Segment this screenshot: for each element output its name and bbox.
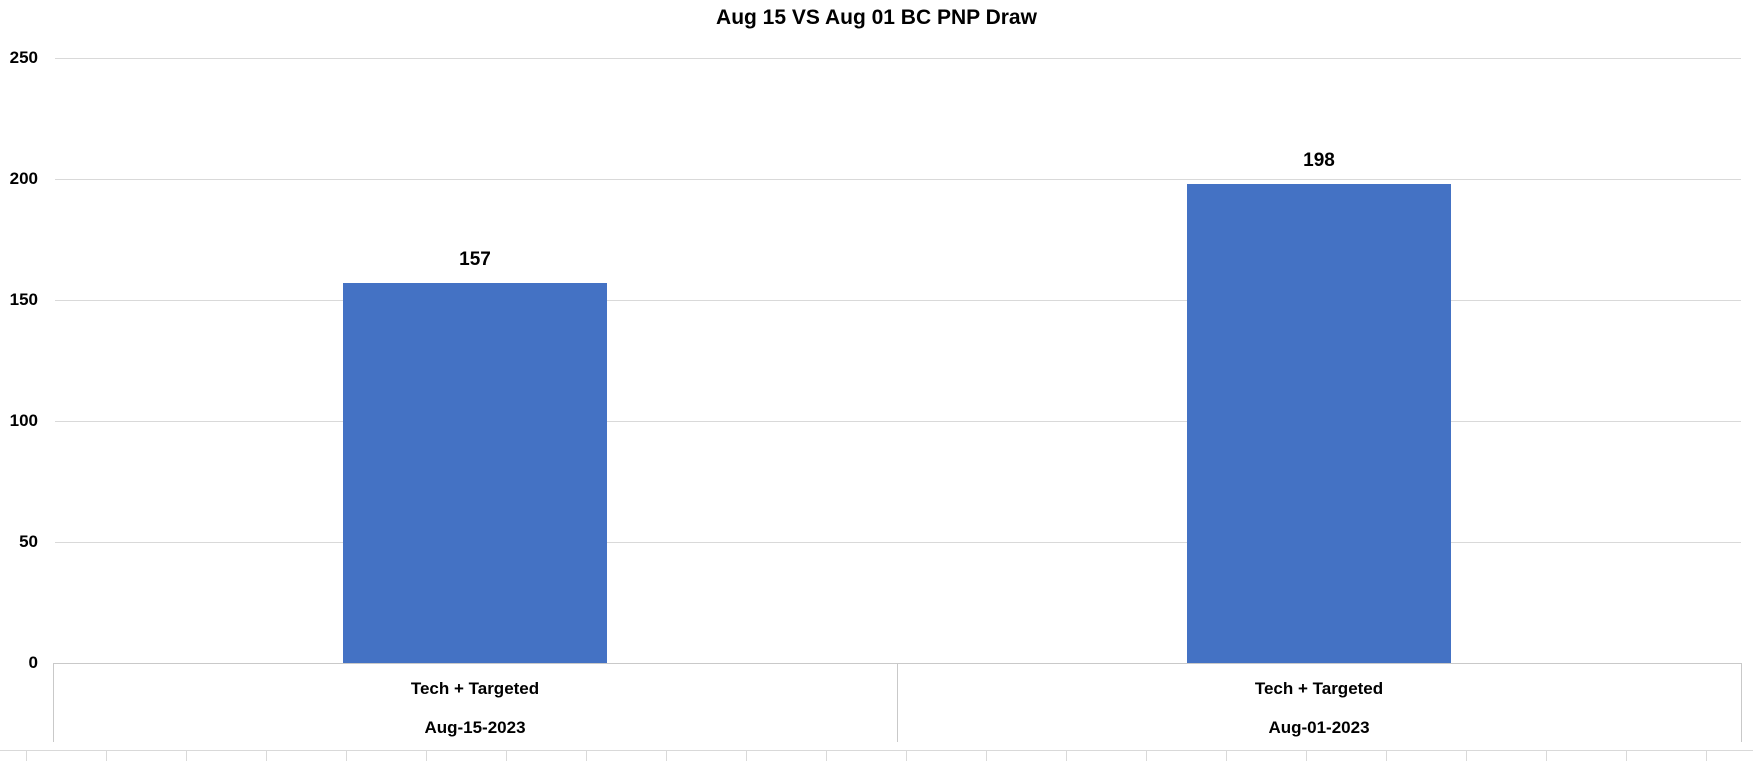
bottom-axis-tick	[1706, 750, 1707, 761]
bottom-axis-tick	[1226, 750, 1227, 761]
y-gridline	[55, 300, 1741, 301]
bar-value-label: 198	[1303, 149, 1335, 171]
category-name-label: Tech + Targeted	[1254, 679, 1384, 698]
bottom-axis-tick	[106, 750, 107, 761]
y-axis-tick-label: 0	[28, 653, 38, 672]
bottom-axis-tick	[906, 750, 907, 761]
bottom-axis-tick	[26, 750, 27, 761]
bottom-axis-tick	[826, 750, 827, 761]
bottom-axis-tick	[586, 750, 587, 761]
y-axis-tick-label: 250	[9, 48, 38, 67]
bottom-axis-tick	[266, 750, 267, 761]
category-date-label: Aug-01-2023	[1268, 718, 1370, 737]
bottom-axis-tick	[1466, 750, 1467, 761]
category-divider	[53, 663, 54, 742]
y-axis-tick-label: 150	[9, 290, 38, 309]
category-divider	[1741, 663, 1742, 742]
bottom-axis-tick	[346, 750, 347, 761]
y-gridline	[55, 421, 1741, 422]
bar-value-label: 157	[459, 249, 491, 271]
category-name-label: Tech + Targeted	[410, 679, 540, 698]
bottom-axis-tick	[1626, 750, 1627, 761]
bottom-axis-line	[0, 750, 1753, 751]
category-date-label: Aug-15-2023	[424, 718, 526, 737]
bar	[343, 283, 607, 663]
bottom-axis-tick	[746, 750, 747, 761]
bottom-axis-tick	[506, 750, 507, 761]
y-gridline	[55, 58, 1741, 59]
y-gridline	[55, 179, 1741, 180]
y-axis-tick-label: 50	[19, 532, 38, 551]
bottom-axis-tick	[1146, 750, 1147, 761]
bottom-axis-tick	[426, 750, 427, 761]
y-gridline	[55, 542, 1741, 543]
bottom-axis-tick	[186, 750, 187, 761]
bottom-axis-tick	[1066, 750, 1067, 761]
chart-title: Aug 15 VS Aug 01 BC PNP Draw	[716, 6, 1037, 29]
bar	[1187, 183, 1451, 663]
bottom-axis-tick	[1386, 750, 1387, 761]
y-axis-tick-label: 200	[9, 169, 38, 188]
bottom-axis-tick	[1546, 750, 1547, 761]
bottom-axis-tick	[1306, 750, 1307, 761]
category-divider	[897, 663, 898, 742]
bottom-axis-tick	[986, 750, 987, 761]
y-axis-tick-label: 100	[9, 411, 38, 430]
bottom-axis-tick	[666, 750, 667, 761]
